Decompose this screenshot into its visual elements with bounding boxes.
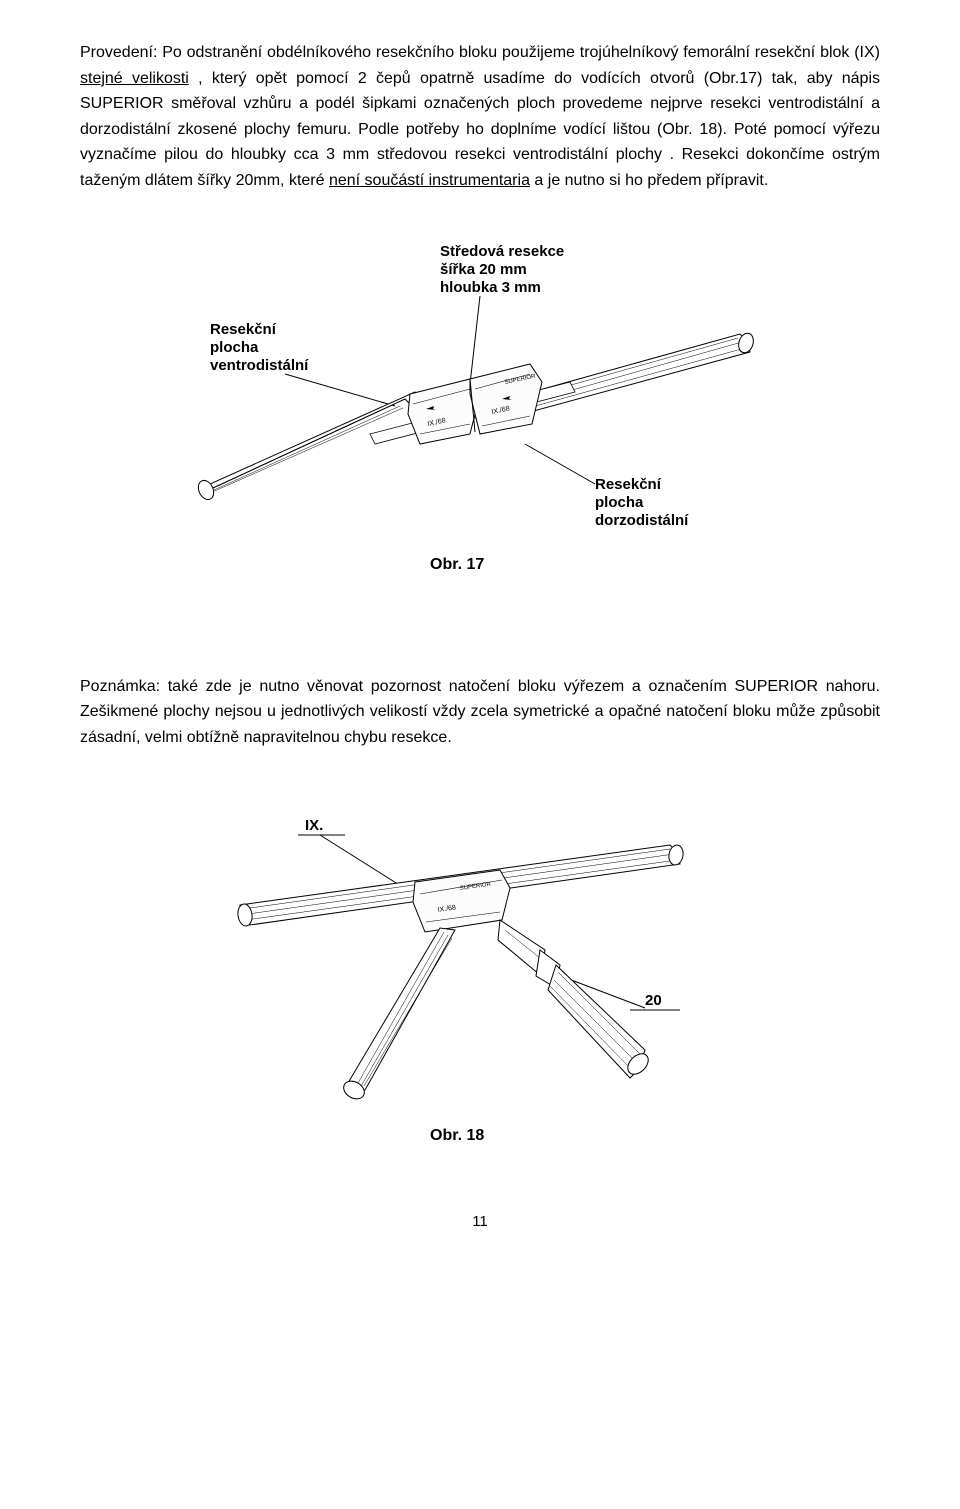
- handle-right: [520, 331, 756, 412]
- fig17-label-left-line2: plocha: [210, 339, 259, 356]
- fig18-label-ix: IX.: [305, 817, 323, 834]
- fig17-caption: Obr. 17: [430, 556, 484, 573]
- para1-d-underline: není součástí instrumentaria: [329, 172, 530, 189]
- fig17-label-right-line3: dorzodistální: [595, 512, 689, 529]
- fig17-label-top-line1: Středová resekce: [440, 243, 564, 260]
- guide-handle: [340, 928, 455, 1102]
- chisel: [498, 920, 652, 1078]
- fig17-label-left-line1: Resekční: [210, 321, 277, 338]
- fig18-label-20: 20: [645, 992, 662, 1009]
- leader-line-top: [470, 296, 480, 384]
- para1-e: a je nutno si ho předem přípravit.: [530, 172, 768, 189]
- leader-line-left: [285, 374, 395, 406]
- leader-line-right: [525, 444, 595, 484]
- para1-b-underline: stejné velikosti: [80, 70, 189, 87]
- fig17-label-right-line2: plocha: [595, 494, 644, 511]
- fig17-label-top-line3: hloubka 3 mm: [440, 279, 541, 296]
- fig18-caption: Obr. 18: [430, 1127, 484, 1144]
- paragraph-1: Provedení: Po odstranění obdélníkového r…: [80, 40, 880, 194]
- fig17-label-left-line3: ventrodistální: [210, 357, 309, 374]
- page-number: 11: [80, 1210, 880, 1234]
- figure-17: Středová resekce šířka 20 mm hloubka 3 m…: [80, 234, 880, 614]
- para1-a: Provedení: Po odstranění obdélníkového r…: [80, 44, 880, 61]
- figure-18: IX. 20 IX./68 SUPERIOR: [80, 790, 880, 1150]
- fig17-label-top-line2: šířka 20 mm: [440, 261, 527, 278]
- figure-18-svg: IX. 20 IX./68 SUPERIOR: [200, 790, 760, 1150]
- handle-left: [195, 392, 425, 502]
- fig17-label-right-line1: Resekční: [595, 476, 662, 493]
- figure-17-svg: Středová resekce šířka 20 mm hloubka 3 m…: [170, 234, 790, 614]
- paragraph-2: Poznámka: také zde je nutno věnovat pozo…: [80, 674, 880, 751]
